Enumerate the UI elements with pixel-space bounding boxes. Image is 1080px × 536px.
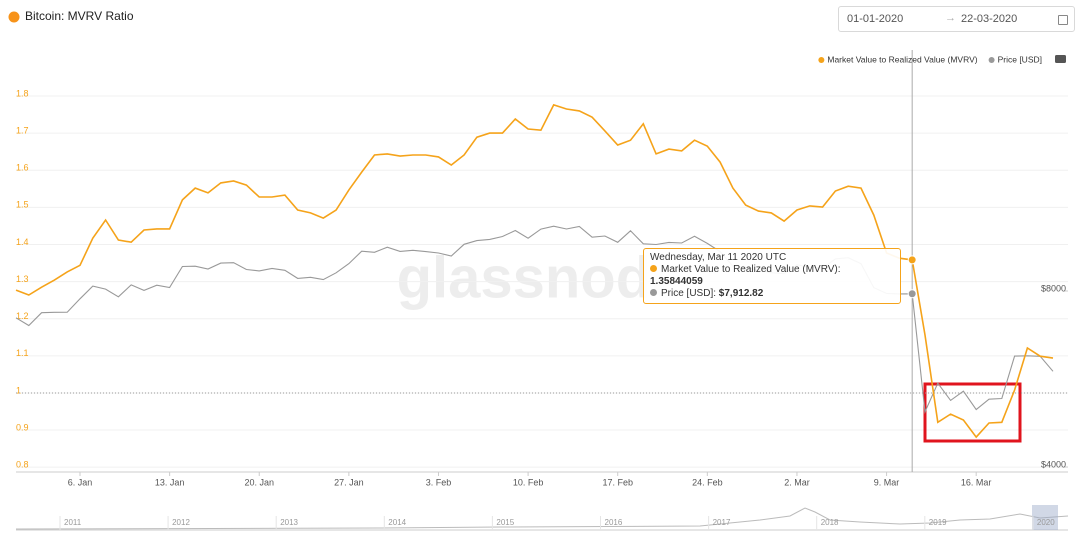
y-tick-label: 1.8 — [16, 88, 29, 98]
y-tick-label: 0.9 — [16, 422, 29, 432]
navigator-label: 2013 — [280, 518, 298, 527]
y-tick-label: 1.5 — [16, 200, 29, 210]
camera-icon[interactable] — [1055, 55, 1066, 63]
navigator-label: 2016 — [605, 518, 623, 527]
date-to[interactable]: 22-03-2020 — [961, 13, 1018, 25]
navigator-label: 2020 — [1037, 518, 1055, 527]
calendar-icon[interactable] — [1058, 15, 1068, 25]
y-tick-label: 1.2 — [16, 311, 29, 321]
x-tick-label: 2. Mar — [784, 477, 810, 487]
y-tick-label: 1.4 — [16, 237, 29, 247]
x-tick-label: 6. Jan — [68, 477, 93, 487]
tooltip-row: Price [USD]$7,912.82 — [650, 288, 894, 300]
y-tick-label: 1.7 — [16, 125, 29, 135]
tooltip-value: $7,912.82 — [718, 288, 764, 299]
navigator-label: 2014 — [388, 518, 406, 527]
navigator-line — [15, 507, 1069, 530]
x-tick-label: 16. Mar — [961, 477, 992, 487]
navigator-label: 2012 — [172, 518, 190, 527]
x-tick-label: 10. Feb — [513, 477, 544, 487]
tooltip-dot — [650, 265, 657, 272]
watermark: glassnode — [397, 245, 684, 310]
x-tick-label: 3. Feb — [426, 477, 452, 487]
chart-title: Bitcoin: MVRV Ratio — [25, 9, 134, 23]
y2-tick-label: $8000 — [1041, 283, 1066, 293]
x-tick-label: 17. Feb — [602, 477, 633, 487]
y-tick-label: 1.6 — [16, 163, 29, 173]
legend-marker — [818, 57, 825, 63]
x-tick-label: 20. Jan — [244, 477, 274, 487]
tooltip-value: 1.35844059 — [650, 276, 703, 287]
navigator-label: 2019 — [929, 518, 947, 527]
date-arrow: → — [945, 12, 956, 24]
legend-label: Price [USD] — [998, 54, 1042, 64]
x-tick-label: 13. Jan — [155, 477, 185, 487]
tooltip-row: Market Value to Realized Value (MVRV)1.3… — [650, 264, 894, 288]
y-tick-label: 1.1 — [16, 348, 29, 358]
navigator-label: 2015 — [496, 518, 514, 527]
x-tick-label: 24. Feb — [692, 477, 723, 487]
legend-label: Market Value to Realized Value (MVRV) — [827, 54, 977, 64]
title-icon — [8, 11, 20, 23]
navigator-window[interactable] — [1032, 505, 1058, 530]
hover-point — [907, 289, 917, 299]
y-tick-label: 0.8 — [16, 460, 29, 470]
legend-marker — [988, 57, 995, 63]
tooltip-dot — [650, 289, 657, 296]
navigator-label: 2018 — [821, 518, 839, 527]
y2-tick-label: $4000 — [1041, 459, 1066, 469]
tooltip: Wednesday, Mar 11 2020 UTC Market Value … — [643, 248, 901, 304]
navigator-label: 2017 — [713, 518, 731, 527]
tooltip-series: Price [USD] — [661, 288, 719, 299]
y-tick-label: 1.3 — [16, 274, 29, 284]
x-tick-label: 27. Jan — [334, 477, 364, 487]
date-from[interactable]: 01-01-2020 — [847, 13, 904, 25]
tooltip-series: Market Value to Realized Value (MVRV) — [661, 264, 841, 275]
tooltip-title: Wednesday, Mar 11 2020 UTC — [650, 252, 787, 263]
y-tick-label: 1 — [16, 385, 21, 395]
x-tick-label: 9. Mar — [874, 477, 900, 487]
navigator-label: 2011 — [64, 518, 82, 527]
series-line — [15, 103, 1054, 439]
hover-point — [907, 255, 917, 265]
date-range[interactable]: 01-01-2020 → 22-03-2020 — [838, 6, 1075, 32]
